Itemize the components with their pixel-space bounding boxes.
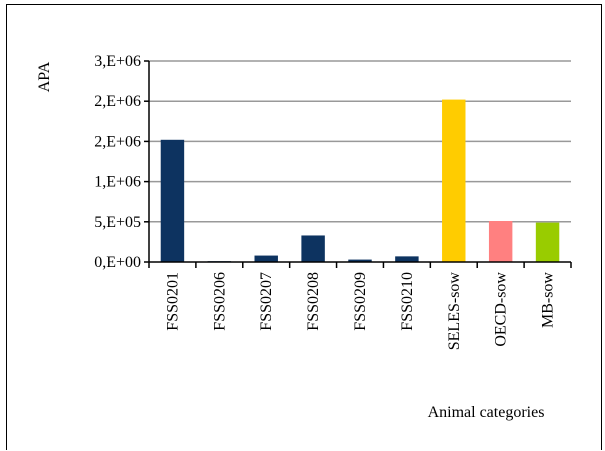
bar-mb-sow xyxy=(535,222,560,262)
bar-fss0208 xyxy=(301,235,325,262)
bar-fss0210 xyxy=(395,256,419,262)
bar-seles-sow xyxy=(442,99,466,262)
y-tick-label: 5,E+05 xyxy=(94,214,141,231)
y-tick-label: 2,E+06 xyxy=(94,133,141,150)
axes xyxy=(148,61,571,263)
y-axis-title: APA xyxy=(36,61,53,92)
x-tick-label: SELES-sow xyxy=(446,272,463,351)
y-tick-label: 0,E+00 xyxy=(94,254,141,271)
y-tick-label: 2,E+06 xyxy=(94,93,141,110)
bar-chart: 0,E+00 5,E+05 1,E+06 2,E+06 2,E+06 3,E+06 FSS… xyxy=(36,53,572,421)
bars xyxy=(160,99,560,263)
y-tick-label: 1,E+06 xyxy=(94,174,141,191)
x-tick-labels: FSS0201 FSS0206 FSS0207 FSS0208 FSS0209 FSS02… xyxy=(148,262,572,351)
x-axis-title: Animal categories xyxy=(428,404,545,421)
chart-frame: 0,E+00 5,E+05 1,E+06 2,E+06 2,E+06 3,E+06 FSS… xyxy=(6,4,602,450)
y-tick-label: 3,E+06 xyxy=(94,53,141,70)
x-tick-label: FSS0208 xyxy=(305,272,322,331)
bar-fss0209 xyxy=(348,259,372,262)
y-tick-labels: 0,E+00 5,E+05 1,E+06 2,E+06 2,E+06 3,E+06 xyxy=(94,53,141,271)
x-tick-label: OECD-sow xyxy=(493,272,510,347)
x-tick-label: FSS0210 xyxy=(399,272,416,331)
bar-fss0201 xyxy=(160,139,185,262)
x-tick-label: MB-sow xyxy=(540,272,557,328)
bar-oecd-sow xyxy=(488,220,513,262)
x-tick-label: FSS0206 xyxy=(211,272,228,331)
x-tick-label: FSS0201 xyxy=(164,272,181,331)
x-tick-label: FSS0207 xyxy=(258,272,275,331)
bar-fss0207 xyxy=(254,255,278,262)
x-tick-label: FSS0209 xyxy=(352,272,369,331)
